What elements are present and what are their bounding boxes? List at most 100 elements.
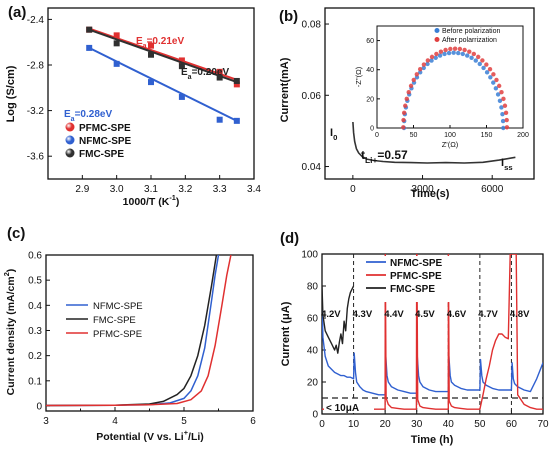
y-tick-label: 0.3 bbox=[28, 326, 42, 337]
panel-c-letter: (c) bbox=[7, 225, 25, 242]
inset-data-point bbox=[403, 103, 408, 108]
data-point bbox=[233, 77, 240, 84]
panel-b-letter: (b) bbox=[279, 8, 298, 25]
y-tick-label: 0.08 bbox=[302, 20, 322, 31]
panel-d-plot-area bbox=[322, 254, 543, 414]
activation-energy-label-part: E bbox=[64, 109, 71, 120]
activation-energy-label-part: E bbox=[181, 67, 188, 78]
activation-energy-label: Ea=0.20eV bbox=[181, 67, 229, 81]
voltage-step-label: 4.6V bbox=[447, 309, 467, 320]
inset-data-point bbox=[493, 86, 499, 91]
activation-energy-label: Ea=0.21eV bbox=[136, 36, 184, 50]
x-tick-label: 6 bbox=[250, 416, 256, 427]
x-tick-label: 4 bbox=[112, 416, 118, 427]
inset-data-point bbox=[494, 77, 499, 83]
x-axis-label: Potential (V vs. Li+/Li) bbox=[96, 428, 204, 443]
voltage-step-label: 4.5V bbox=[415, 309, 435, 320]
x-tick-label: 6000 bbox=[481, 184, 504, 195]
inset-legend-marker bbox=[434, 37, 440, 42]
inset-data-point bbox=[434, 51, 439, 57]
data-point bbox=[216, 68, 223, 75]
x-axis-label-part: ) bbox=[176, 196, 180, 208]
inset-data-point bbox=[502, 103, 508, 108]
voltage-step-label: 4.3V bbox=[353, 309, 373, 320]
inset-data-point bbox=[467, 49, 472, 54]
x-axis-label-part: 1000/T (K bbox=[123, 196, 170, 208]
inset-data-point bbox=[443, 47, 448, 53]
inset-data-point bbox=[425, 61, 430, 67]
y-axis-label: Current (μA) bbox=[280, 301, 292, 366]
leakage-curve-pfmc-spe bbox=[322, 254, 543, 410]
inset-data-point bbox=[501, 96, 506, 102]
data-point bbox=[178, 57, 185, 64]
voltage-step-label: 4.7V bbox=[478, 309, 498, 320]
inset-data-point bbox=[401, 125, 406, 130]
y-tick-label: 40 bbox=[307, 346, 319, 357]
panel-b-frame bbox=[324, 7, 535, 180]
inset-frame bbox=[376, 25, 524, 129]
data-point bbox=[216, 74, 223, 81]
inset-data-point bbox=[446, 50, 452, 56]
inset-data-point bbox=[491, 72, 496, 77]
inset-data-point bbox=[501, 125, 506, 131]
y-tick-label: 100 bbox=[301, 250, 318, 261]
inset-data-point bbox=[500, 118, 506, 124]
y-tick-label: 0.6 bbox=[28, 251, 42, 262]
y-tick-label: 60 bbox=[307, 314, 319, 325]
activation-energy-label: Ea=0.28eV bbox=[64, 109, 112, 123]
x-tick-label: 30 bbox=[411, 419, 423, 430]
voltage-step-label: 4.4V bbox=[384, 309, 404, 320]
current-decay-line bbox=[352, 121, 516, 164]
x-tick-label: 3.1 bbox=[144, 184, 158, 195]
inset-x-tick-label: 0 bbox=[375, 132, 379, 139]
x-axis-label-part: /Li) bbox=[188, 431, 204, 443]
inset-data-point bbox=[438, 49, 444, 54]
x-tick-label: 40 bbox=[443, 419, 455, 430]
fit-line-nfmc-spe bbox=[88, 47, 238, 122]
inset-data-point bbox=[414, 72, 420, 77]
legend-label: FMC-SPE bbox=[79, 149, 124, 160]
data-point bbox=[178, 63, 185, 70]
data-point bbox=[113, 40, 120, 47]
x-axis-label: Time (h) bbox=[411, 434, 454, 446]
initial-current-label-part: 0 bbox=[333, 133, 337, 142]
inset-data-point bbox=[473, 58, 478, 63]
transference-number-label-part: =0.57 bbox=[377, 148, 408, 162]
transference-number-label-part: Li+ bbox=[365, 155, 377, 165]
legend-label: PFMC-SPE bbox=[93, 329, 142, 340]
inset-data-point bbox=[488, 75, 493, 80]
inset-data-point bbox=[452, 46, 458, 51]
transference-number-label-part: t bbox=[361, 148, 365, 162]
inset-legend-marker bbox=[434, 28, 440, 33]
inset-y-tick-label: 0 bbox=[370, 126, 374, 133]
legend-label: NFMC-SPE bbox=[93, 301, 143, 312]
data-point bbox=[233, 117, 240, 124]
inset-data-point bbox=[462, 47, 467, 53]
inset-legend-label: After polarrization bbox=[442, 37, 497, 44]
inset-data-point bbox=[457, 46, 463, 52]
threshold-label-bg bbox=[324, 401, 374, 413]
data-point bbox=[216, 116, 223, 123]
x-tick-label: 70 bbox=[537, 419, 549, 430]
legend-label: FMC-SPE bbox=[93, 315, 136, 326]
inset-data-point bbox=[465, 53, 470, 58]
inset-data-point bbox=[417, 66, 423, 72]
inset-data-point bbox=[495, 92, 501, 97]
steady-current-label-part: ss bbox=[504, 163, 513, 172]
inset-data-point bbox=[499, 90, 504, 95]
inset-data-point bbox=[429, 58, 434, 63]
y-axis-label-part: Current density (mA/cm bbox=[5, 276, 17, 395]
inset-data-point bbox=[433, 55, 438, 60]
inset-data-point bbox=[408, 83, 414, 89]
x-tick-label: 0 bbox=[319, 419, 325, 430]
data-point bbox=[113, 60, 120, 67]
x-tick-label: 3.2 bbox=[178, 184, 192, 195]
inset-data-point bbox=[504, 125, 510, 130]
activation-energy-label-part: =0.28eV bbox=[75, 109, 113, 120]
inset-data-point bbox=[480, 58, 485, 63]
legend-label: PFMC-SPE bbox=[390, 271, 442, 282]
inset-data-point bbox=[477, 61, 482, 67]
panel-d-letter: (d) bbox=[280, 230, 299, 247]
panel-a-letter: (a) bbox=[8, 4, 26, 21]
threshold-label: < 10μA bbox=[326, 403, 359, 414]
